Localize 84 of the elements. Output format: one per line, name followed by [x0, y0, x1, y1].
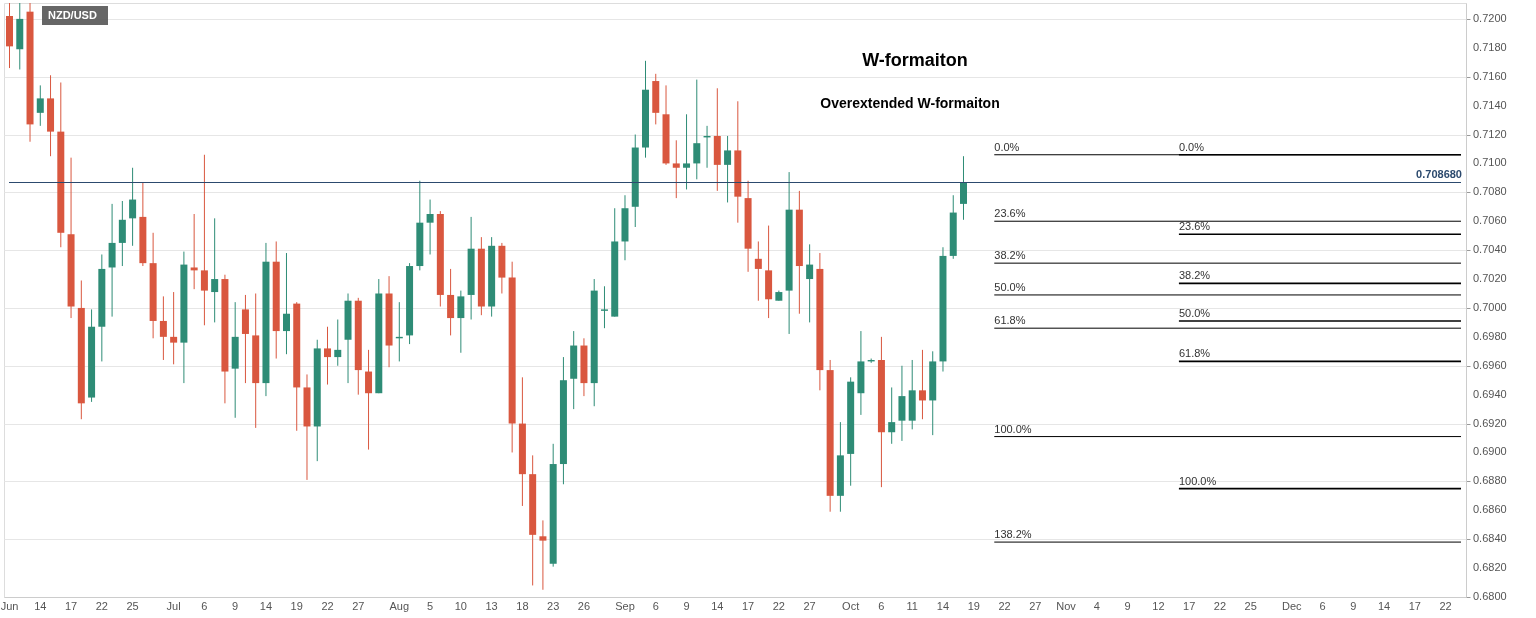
annotation: 61.8% [1178, 347, 1211, 360]
x-tick-label: 14 [259, 600, 273, 612]
x-tick-label: 6 [878, 600, 885, 612]
x-tick-label: Aug [389, 600, 410, 612]
annotation: 0.0% [1178, 140, 1205, 153]
x-tick-label: 19 [967, 600, 980, 612]
x-tick-label: 11 [906, 600, 918, 612]
ref-line-label: 0.708680 [1416, 167, 1462, 180]
x-tick-label: Sep [615, 600, 635, 612]
y-tick-label: 0.7020 [1473, 272, 1507, 285]
x-tick-label: 22 [321, 600, 334, 612]
annotation: 38.2% [994, 249, 1026, 262]
x-tick-label: 26 [577, 600, 591, 612]
y-tick-label: 0.6860 [1473, 503, 1507, 516]
annotation: W-formaiton [862, 50, 968, 70]
y-tick-label: 0.6840 [1473, 532, 1507, 545]
x-tick-label: 22 [1213, 600, 1227, 612]
x-tick-label: Dec [1281, 600, 1303, 612]
x-tick-label: 9 [232, 600, 239, 612]
y-tick-label: 0.7180 [1473, 40, 1507, 53]
x-tick-label: 17 [1183, 600, 1196, 612]
x-tick-label: 25 [126, 600, 139, 612]
annotation: 138.2% [994, 528, 1032, 541]
x-tick-label: 13 [485, 600, 498, 612]
x-tick-label: Jul [166, 600, 181, 612]
y-tick-label: 0.7160 [1473, 69, 1507, 82]
y-tick-label: 0.6960 [1473, 358, 1507, 371]
x-tick-label: 9 [1350, 600, 1357, 612]
x-tick-label: Nov [1056, 600, 1077, 612]
y-tick-label: 0.7120 [1473, 127, 1507, 140]
annotation: 50.0% [1178, 306, 1211, 319]
x-tick-label: 17 [64, 600, 78, 612]
x-tick-label: 22 [772, 600, 785, 612]
x-tick-label: Oct [842, 600, 860, 612]
annotation: 100.0% [994, 422, 1032, 435]
y-tick-label: 0.7140 [1473, 98, 1507, 111]
y-tick-label: 0.7200 [1473, 11, 1507, 24]
x-tick-label: 23 [547, 600, 560, 612]
x-tick-label: 27 [352, 600, 365, 612]
x-tick-label: 17 [741, 600, 755, 612]
x-tick-label: 14 [711, 600, 724, 612]
y-tick-label: 0.6920 [1473, 416, 1507, 429]
y-tick-label: 0.6980 [1473, 329, 1507, 342]
x-tick-label: 14 [34, 600, 47, 612]
x-tick-label: 4 [1093, 600, 1100, 612]
y-tick-label: 0.7080 [1473, 185, 1507, 198]
x-tick-label: 6 [1319, 600, 1326, 612]
y-tick-label: 0.6940 [1473, 387, 1507, 400]
x-tick-label: 27 [1029, 600, 1042, 612]
x-tick-label: 22 [998, 600, 1011, 612]
x-tick-label: 19 [290, 600, 303, 612]
x-tick-label: 22 [1439, 600, 1452, 612]
x-tick-label: 6 [201, 600, 208, 612]
x-tick-label: 27 [803, 600, 816, 612]
x-tick-label: 17 [1408, 600, 1421, 612]
x-tick-label: 14 [1377, 600, 1391, 612]
y-tick-label: 0.6820 [1473, 561, 1507, 574]
x-tick-label: 6 [652, 600, 659, 612]
annotation: 23.6% [994, 207, 1026, 220]
y-tick-label: 0.6880 [1473, 474, 1507, 487]
x-tick-label: 14 [936, 600, 950, 612]
x-tick-label: 9 [1124, 600, 1131, 612]
annotation: 61.8% [994, 314, 1026, 327]
x-tick-label: 18 [516, 600, 529, 612]
annotation: 0.0% [994, 140, 1020, 153]
y-tick-label: 0.7040 [1473, 243, 1507, 256]
annotation: 23.6% [1178, 220, 1211, 233]
annotation: 50.0% [994, 280, 1026, 293]
x-tick-label: 9 [683, 600, 690, 612]
y-tick-label: 0.6800 [1473, 590, 1507, 602]
annotation: Overextended W-formaiton [820, 95, 1000, 111]
y-tick-label: 0.6900 [1473, 445, 1507, 458]
y-tick-label: 0.7060 [1473, 214, 1507, 227]
x-tick-label: Jun [0, 600, 19, 612]
y-tick-label: 0.7100 [1473, 156, 1507, 169]
x-tick-label: 25 [1244, 600, 1257, 612]
annotation: 38.2% [1178, 269, 1211, 282]
x-tick-label: 22 [95, 600, 108, 612]
annotation: 100.0% [1178, 474, 1217, 487]
x-tick-label: 5 [427, 600, 434, 612]
y-tick-label: 0.7000 [1473, 300, 1507, 313]
x-tick-label: 10 [454, 600, 467, 612]
x-tick-label: 12 [1152, 600, 1165, 612]
chart-title: NZD/USD [48, 8, 97, 21]
